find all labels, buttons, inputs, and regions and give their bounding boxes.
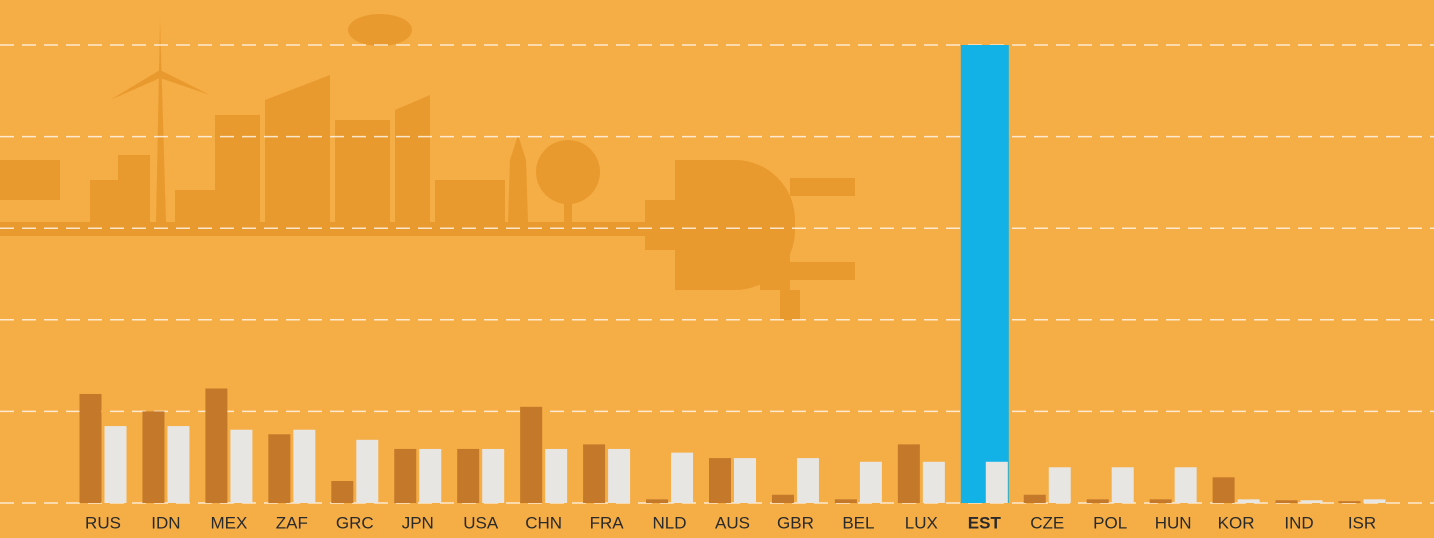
bar: [1237, 499, 1260, 503]
x-tick-label: ZAF: [276, 513, 308, 532]
bar: [859, 461, 882, 503]
bar: [646, 499, 669, 503]
x-tick-label: POL: [1093, 513, 1127, 532]
x-tick-label: BEL: [842, 513, 874, 532]
bar: [897, 444, 920, 503]
bar: [1111, 467, 1134, 503]
bar: [356, 439, 379, 503]
x-tick-label: RUS: [85, 513, 121, 532]
x-tick-label: KOR: [1218, 513, 1255, 532]
x-tick-label: USA: [463, 513, 499, 532]
bar: [419, 448, 442, 503]
x-tick-label: EST: [968, 513, 1002, 532]
bar: [796, 458, 819, 503]
x-tick-label: JPN: [402, 513, 434, 532]
x-tick-label: FRA: [590, 513, 625, 532]
x-tick-label: MEX: [210, 513, 247, 532]
bar: [457, 448, 480, 503]
bar: [1212, 477, 1235, 503]
bar: [1023, 494, 1046, 503]
bar: [293, 429, 316, 503]
bar: [734, 458, 756, 503]
bar: [545, 448, 568, 503]
bar: [1174, 467, 1197, 503]
bar: [960, 45, 1009, 503]
x-tick-label: GRC: [336, 513, 374, 532]
bar: [1048, 467, 1071, 503]
bar: [167, 426, 190, 503]
bar: [1363, 499, 1386, 503]
bar: [1338, 501, 1361, 503]
bar: [583, 444, 606, 503]
bar: [230, 429, 253, 503]
x-tick-label: AUS: [715, 513, 750, 532]
bar: [771, 494, 794, 503]
bar: [79, 393, 102, 503]
bar: [331, 481, 354, 503]
bar: [268, 434, 291, 503]
bar: [1275, 500, 1298, 503]
x-tick-label: NLD: [653, 513, 687, 532]
x-tick-label: ISR: [1348, 513, 1376, 532]
bar: [104, 426, 127, 503]
bar: [608, 448, 631, 503]
x-tick-label: CZE: [1030, 513, 1064, 532]
bar: [709, 458, 731, 503]
x-tick-label: CHN: [525, 513, 562, 532]
x-tick-label: HUN: [1155, 513, 1192, 532]
bar: [834, 499, 857, 503]
bar: [520, 406, 543, 503]
x-tick-label: IDN: [151, 513, 180, 532]
city-illustration: [0, 14, 855, 320]
x-tick-label: IND: [1284, 513, 1313, 532]
bar: [671, 452, 694, 503]
bar: [482, 448, 505, 503]
bar: [922, 461, 945, 503]
x-tick-label: GBR: [777, 513, 814, 532]
bar: [205, 388, 228, 503]
bar: [394, 448, 417, 503]
bar: [1086, 499, 1109, 503]
bar: [1300, 500, 1323, 503]
bar: [142, 411, 165, 503]
x-tick-label: LUX: [905, 513, 938, 532]
bar: [1149, 499, 1172, 503]
bar: [985, 461, 1008, 503]
